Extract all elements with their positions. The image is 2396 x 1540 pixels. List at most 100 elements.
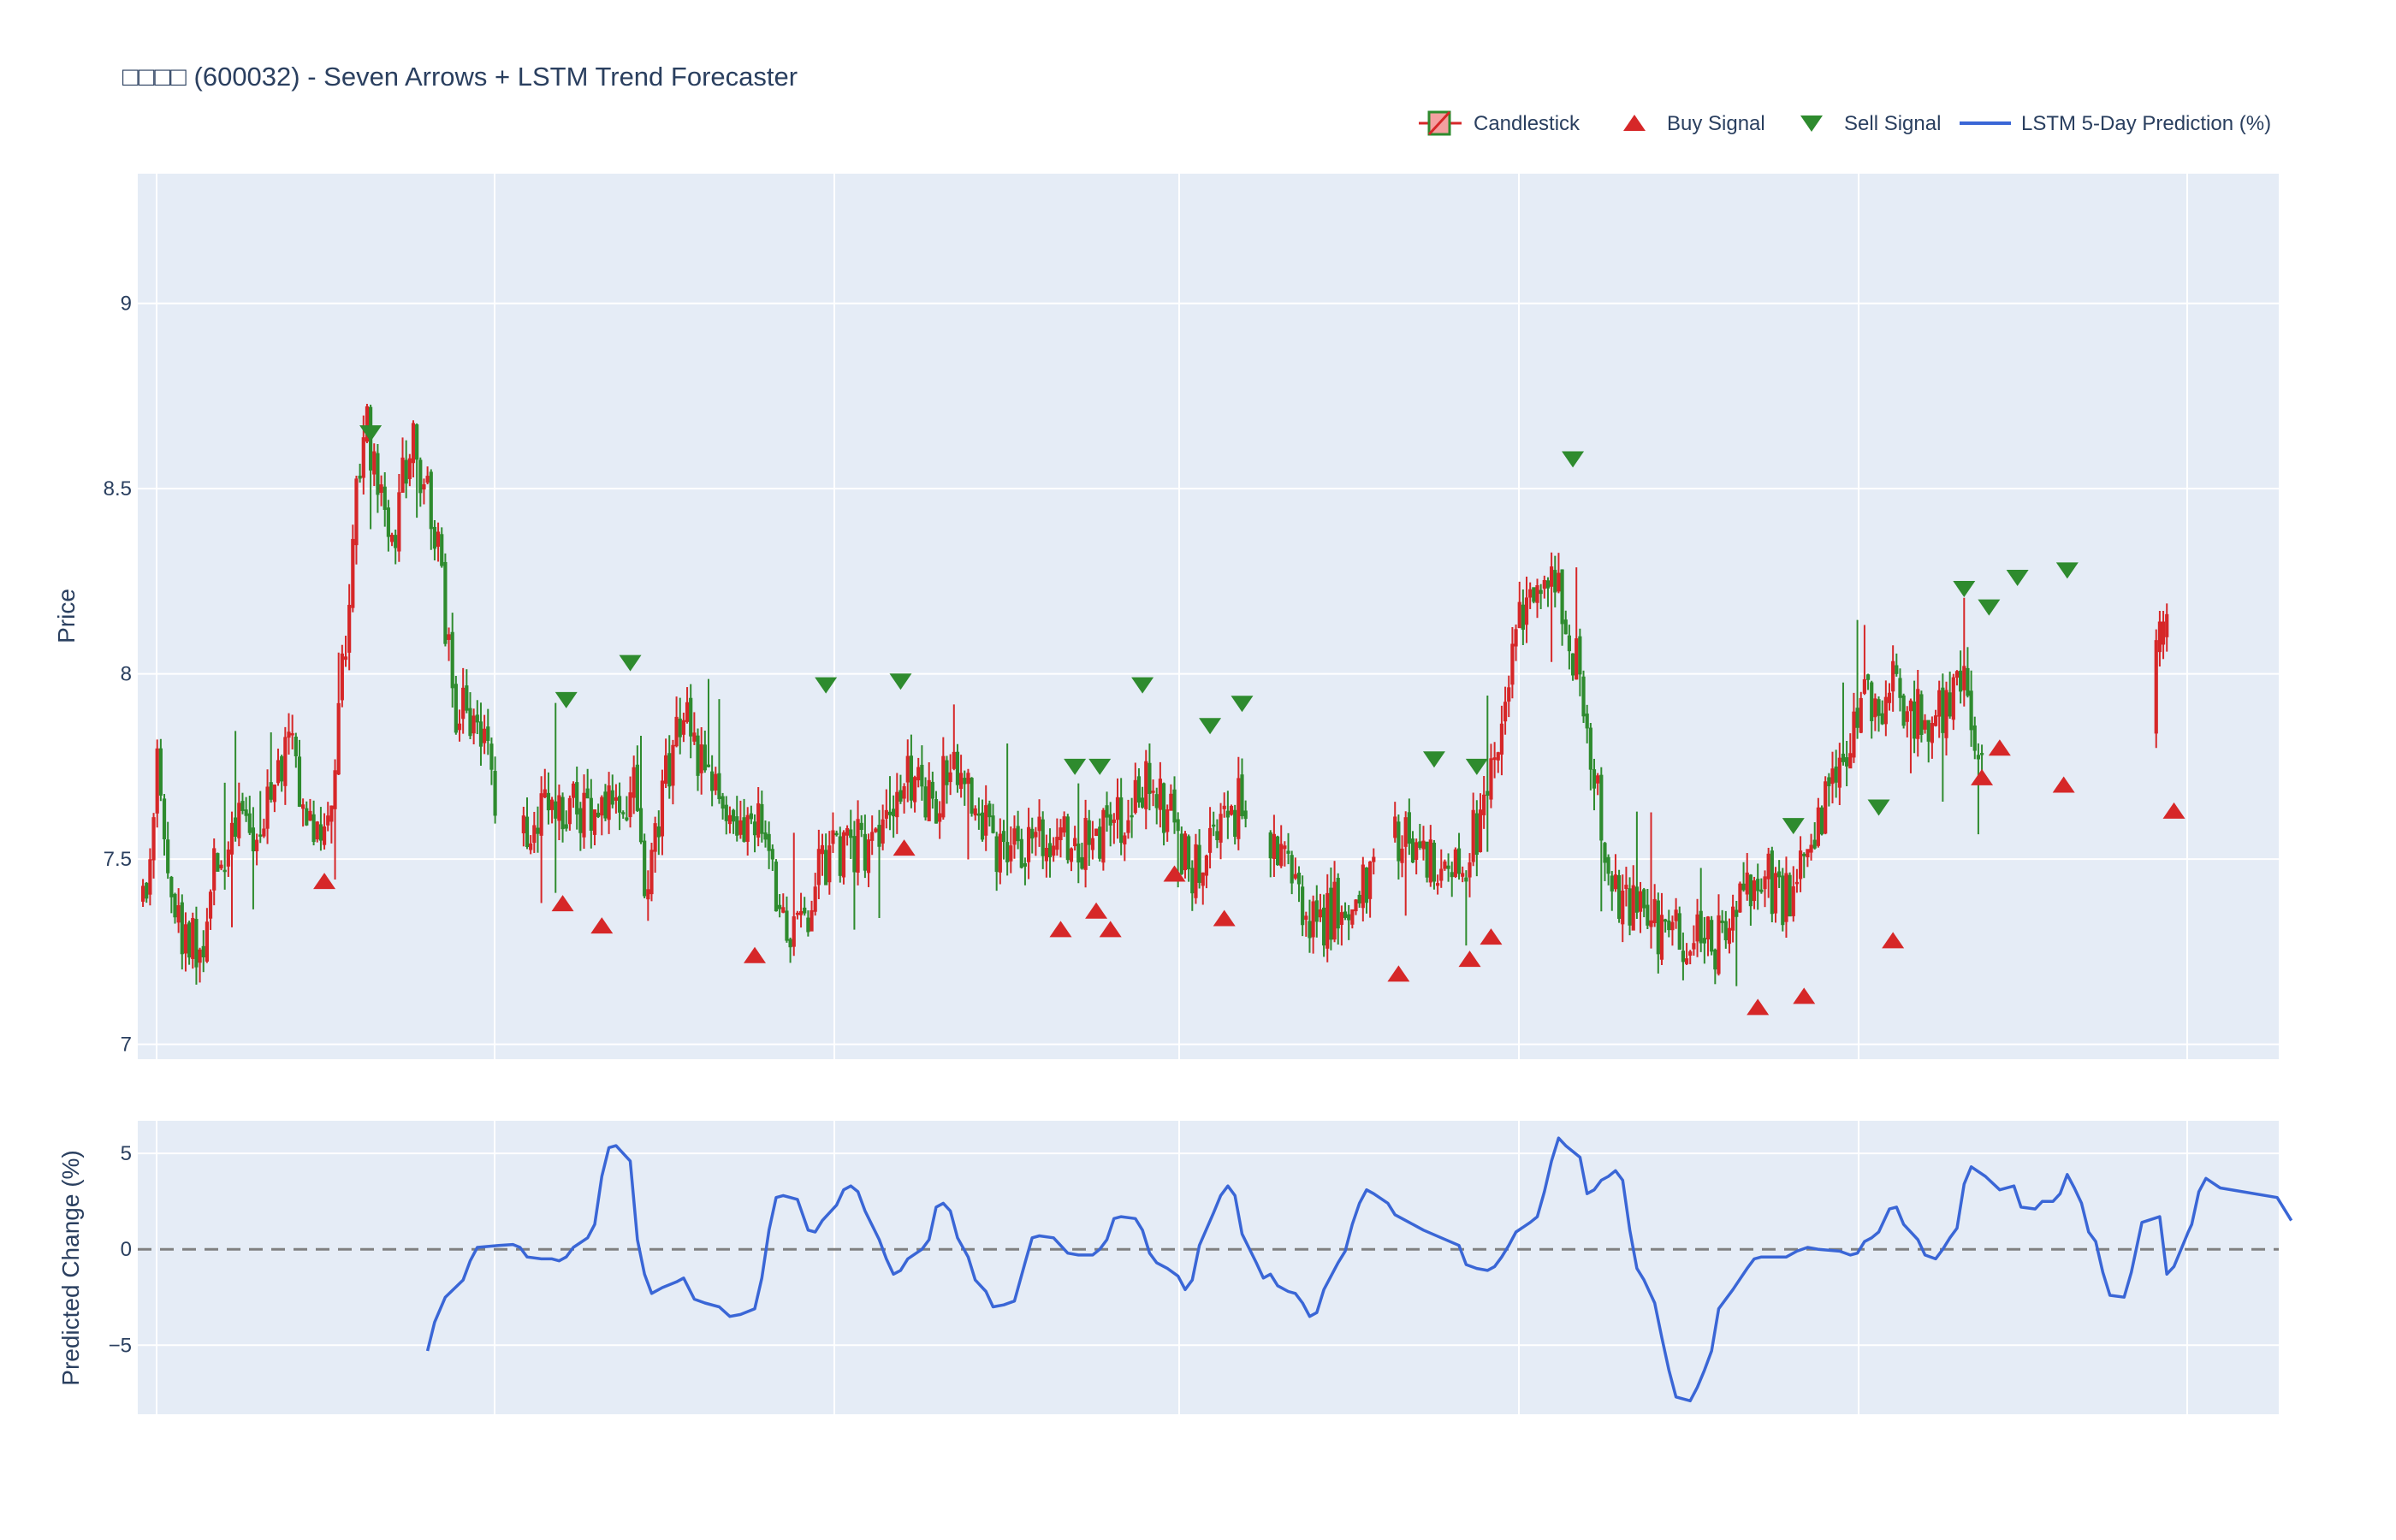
candlestick	[287, 713, 291, 755]
candlestick	[1759, 878, 1764, 894]
candle-body	[792, 916, 796, 947]
candlestick	[1684, 943, 1689, 966]
candlestick	[816, 829, 821, 900]
price-y-tick-label: 8	[121, 663, 132, 686]
candle-body	[432, 526, 437, 549]
candle-body	[1026, 826, 1031, 862]
candle-body	[1773, 873, 1778, 914]
candlestick	[696, 728, 700, 791]
candle-body	[1763, 876, 1767, 890]
candle-body	[592, 809, 597, 835]
candle-body	[1474, 813, 1479, 856]
candlestick	[685, 687, 690, 724]
candlestick	[1461, 866, 1465, 883]
candle-body	[1112, 819, 1116, 823]
candle-body	[1588, 727, 1592, 770]
candlestick	[1453, 847, 1457, 879]
candle-body	[831, 830, 835, 844]
candlestick	[1891, 645, 1895, 712]
candlestick	[1877, 696, 1881, 732]
candlestick	[963, 770, 967, 806]
price-y-tick-label: 8.5	[104, 477, 132, 500]
candlestick	[635, 745, 639, 812]
candlestick	[980, 799, 985, 842]
candle-body	[991, 815, 995, 833]
candle-body	[180, 902, 184, 955]
candlestick	[1190, 860, 1195, 911]
candlestick	[987, 800, 992, 826]
candle-body	[781, 907, 786, 913]
candle-body	[727, 814, 732, 825]
candlestick	[1105, 791, 1109, 832]
candle-body	[1414, 842, 1419, 861]
candle-body	[1468, 862, 1472, 878]
candle-body	[575, 782, 579, 814]
legend-item-buy[interactable]: Buy Signal	[1623, 112, 1765, 135]
candlestick	[1233, 804, 1237, 845]
candle-body	[187, 922, 192, 958]
candlestick	[745, 807, 750, 856]
candlestick	[1065, 814, 1070, 864]
candle-body	[1428, 839, 1432, 883]
candlestick	[838, 826, 842, 883]
candlestick	[930, 771, 934, 809]
candle-body	[1397, 821, 1401, 862]
candlestick	[1560, 569, 1564, 646]
candlestick	[1542, 575, 1546, 599]
candlestick	[1610, 871, 1614, 911]
candle-body	[909, 755, 914, 801]
candlestick	[329, 805, 334, 844]
legend-item-lstm[interactable]: LSTM 5-Day Prediction (%)	[1960, 112, 2271, 135]
candlestick	[567, 795, 572, 831]
candlestick	[1603, 841, 1607, 881]
candlestick	[806, 910, 810, 937]
candlestick	[1012, 815, 1017, 859]
candlestick	[984, 785, 988, 851]
candlestick	[1638, 881, 1643, 933]
candlestick	[365, 403, 370, 444]
candlestick	[976, 797, 981, 830]
candle-body	[638, 808, 643, 843]
candle-body	[767, 833, 771, 851]
candle-body	[1613, 874, 1618, 890]
candle-body	[404, 459, 408, 484]
candlestick	[1557, 553, 1561, 594]
candlestick	[276, 749, 281, 786]
candlestick	[1809, 833, 1813, 861]
candlestick	[649, 842, 654, 902]
candle-body	[596, 812, 601, 817]
candle-body	[1190, 868, 1195, 894]
candlestick	[1187, 834, 1191, 882]
candle-body	[1859, 697, 1863, 733]
candlestick	[1528, 582, 1533, 609]
legend-item-sell[interactable]: Sell Signal	[1800, 112, 1941, 135]
candlestick	[1763, 870, 1767, 908]
candlestick	[1372, 848, 1376, 875]
candle-body	[1521, 604, 1525, 631]
candle-body	[1855, 708, 1859, 728]
candlestick	[1197, 829, 1201, 889]
candlestick	[827, 831, 832, 895]
candlestick	[589, 779, 593, 849]
candle-body	[1756, 879, 1760, 891]
candle-body	[1741, 883, 1746, 891]
candlestick	[216, 852, 220, 872]
legend-item-candle[interactable]: Candlestick	[1419, 110, 1581, 136]
candle-body	[361, 437, 365, 478]
candlestick	[1115, 778, 1120, 839]
candlestick	[1368, 861, 1373, 918]
candlestick	[966, 768, 970, 860]
sell-signal-marker	[1782, 818, 1805, 835]
candlestick	[389, 532, 394, 547]
candle-body	[148, 859, 152, 895]
candlestick	[1037, 799, 1041, 847]
candle-body	[1681, 951, 1686, 962]
candlestick	[973, 805, 977, 821]
candle-body	[1240, 774, 1244, 816]
sell-signal-marker	[1422, 751, 1445, 768]
candle-body	[529, 843, 533, 850]
candlestick	[1101, 808, 1106, 871]
candlestick	[1752, 876, 1757, 909]
candle-body	[859, 822, 863, 830]
candlestick	[1916, 670, 1920, 757]
